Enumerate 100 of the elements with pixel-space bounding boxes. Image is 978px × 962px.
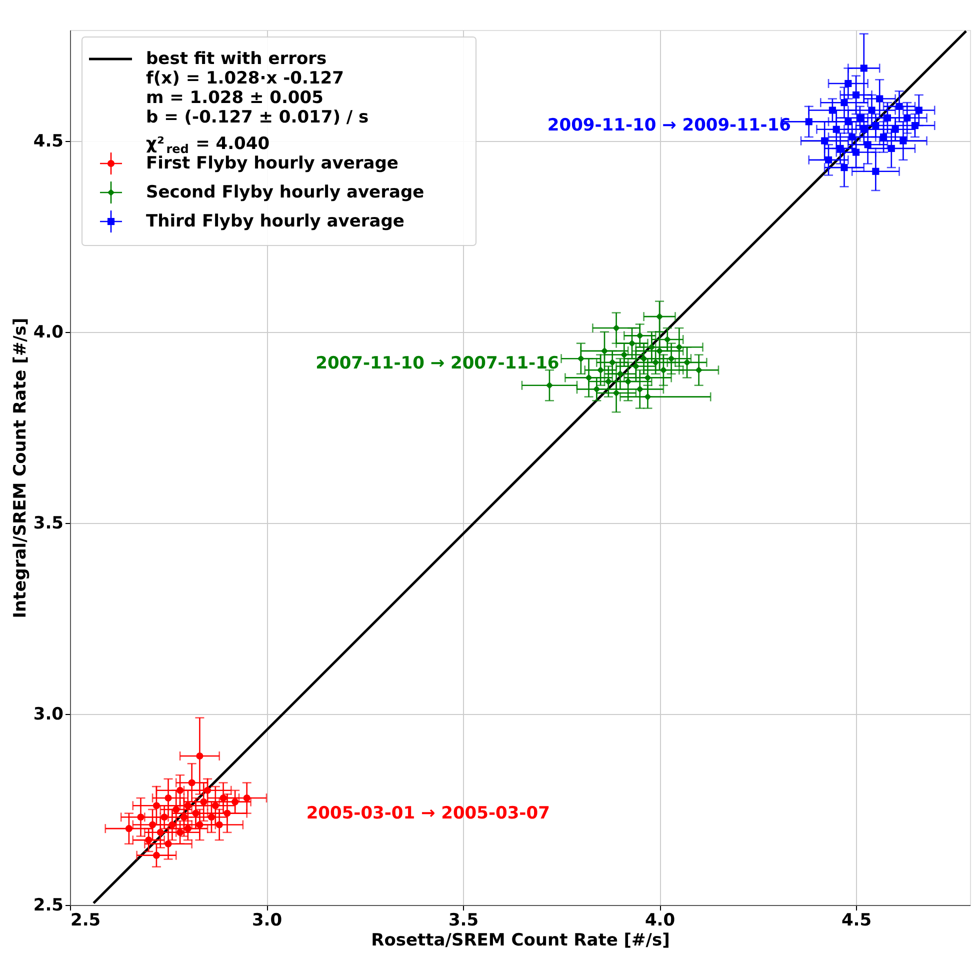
point xyxy=(676,344,683,351)
point xyxy=(152,802,160,810)
point xyxy=(196,752,204,760)
point xyxy=(196,821,204,828)
annotation: b = (-0.127 ± 0.017) / s xyxy=(146,108,369,128)
legend-label: best fit with errors xyxy=(146,49,327,69)
y-axis-title: Integral/SREM Count Rate [#/s] xyxy=(10,318,30,618)
point xyxy=(152,852,160,859)
point xyxy=(644,393,652,400)
point xyxy=(848,133,856,141)
point xyxy=(836,144,844,152)
point xyxy=(216,821,223,828)
legend-label: Second Flyby hourly average xyxy=(146,182,424,202)
point xyxy=(632,362,640,370)
point xyxy=(884,114,891,122)
point xyxy=(616,370,624,378)
point xyxy=(577,355,584,362)
point xyxy=(880,133,888,141)
point xyxy=(176,828,184,836)
point xyxy=(872,122,880,130)
point xyxy=(695,366,702,374)
point xyxy=(172,806,180,814)
point xyxy=(145,836,152,844)
point xyxy=(656,313,664,320)
point xyxy=(184,802,192,810)
annotation: m = 1.028 ± 0.005 xyxy=(146,88,324,108)
point xyxy=(168,821,176,828)
x-tick-label: 2.5 xyxy=(70,910,101,930)
point xyxy=(668,355,675,362)
point xyxy=(593,386,600,393)
point xyxy=(840,99,848,106)
point xyxy=(852,91,860,98)
point xyxy=(892,126,899,133)
point xyxy=(872,168,880,175)
point xyxy=(860,126,868,133)
point xyxy=(888,144,895,152)
point xyxy=(137,814,144,821)
point xyxy=(648,344,656,351)
point xyxy=(243,794,250,802)
legend-label: First Flyby hourly average xyxy=(146,154,398,174)
point xyxy=(896,102,903,110)
point xyxy=(832,126,840,133)
point xyxy=(821,137,828,144)
point xyxy=(828,106,836,114)
point xyxy=(868,106,876,114)
y-tick-label: 2.5 xyxy=(33,896,64,916)
point xyxy=(188,779,196,786)
point xyxy=(546,382,554,389)
point xyxy=(852,148,860,156)
point xyxy=(597,366,604,374)
y-tick-label: 3.0 xyxy=(33,704,64,724)
y-tick-label: 3.5 xyxy=(33,513,64,534)
point xyxy=(164,794,172,802)
annotation: 2005-03-01 → 2005-03-07 xyxy=(306,803,550,824)
point xyxy=(620,351,628,358)
point xyxy=(224,810,231,817)
x-axis-title: Rosetta/SREM Count Rate [#/s] xyxy=(371,930,670,950)
point xyxy=(184,825,192,832)
point xyxy=(656,347,664,354)
point xyxy=(860,64,868,72)
x-tick-label: 3.0 xyxy=(252,910,282,930)
point xyxy=(864,141,872,148)
point xyxy=(176,786,184,794)
point xyxy=(608,358,616,366)
point xyxy=(604,378,612,386)
point xyxy=(164,840,172,848)
point xyxy=(612,324,620,332)
point xyxy=(212,802,219,810)
annotation: 2009-11-10 → 2009-11-16 xyxy=(547,116,791,136)
point xyxy=(208,814,216,821)
y-tick-label: 4.0 xyxy=(33,322,64,342)
point xyxy=(664,336,671,344)
x-tick-label: 4.5 xyxy=(841,910,872,930)
point xyxy=(160,814,168,821)
point xyxy=(840,164,848,172)
point xyxy=(915,106,922,114)
point xyxy=(660,366,667,374)
point xyxy=(683,358,691,366)
point xyxy=(911,122,919,130)
point xyxy=(824,156,832,164)
point xyxy=(844,118,852,126)
point xyxy=(636,332,644,340)
point xyxy=(200,798,208,806)
point xyxy=(148,821,156,828)
point xyxy=(805,118,812,126)
point xyxy=(636,386,644,393)
legend-label: Third Flyby hourly average xyxy=(146,212,404,232)
annotation: f(x) = 1.028·x -0.127 xyxy=(146,68,344,88)
point xyxy=(220,794,227,802)
point xyxy=(612,389,620,397)
point xyxy=(192,810,200,817)
point xyxy=(624,378,632,386)
point xyxy=(644,374,652,382)
point xyxy=(125,825,132,832)
point xyxy=(900,137,907,144)
x-tick-label: 4.0 xyxy=(644,910,676,930)
point xyxy=(844,80,852,88)
y-tick-label: 4.5 xyxy=(33,131,64,152)
point xyxy=(640,355,648,362)
x-tick-label: 3.5 xyxy=(448,910,479,930)
